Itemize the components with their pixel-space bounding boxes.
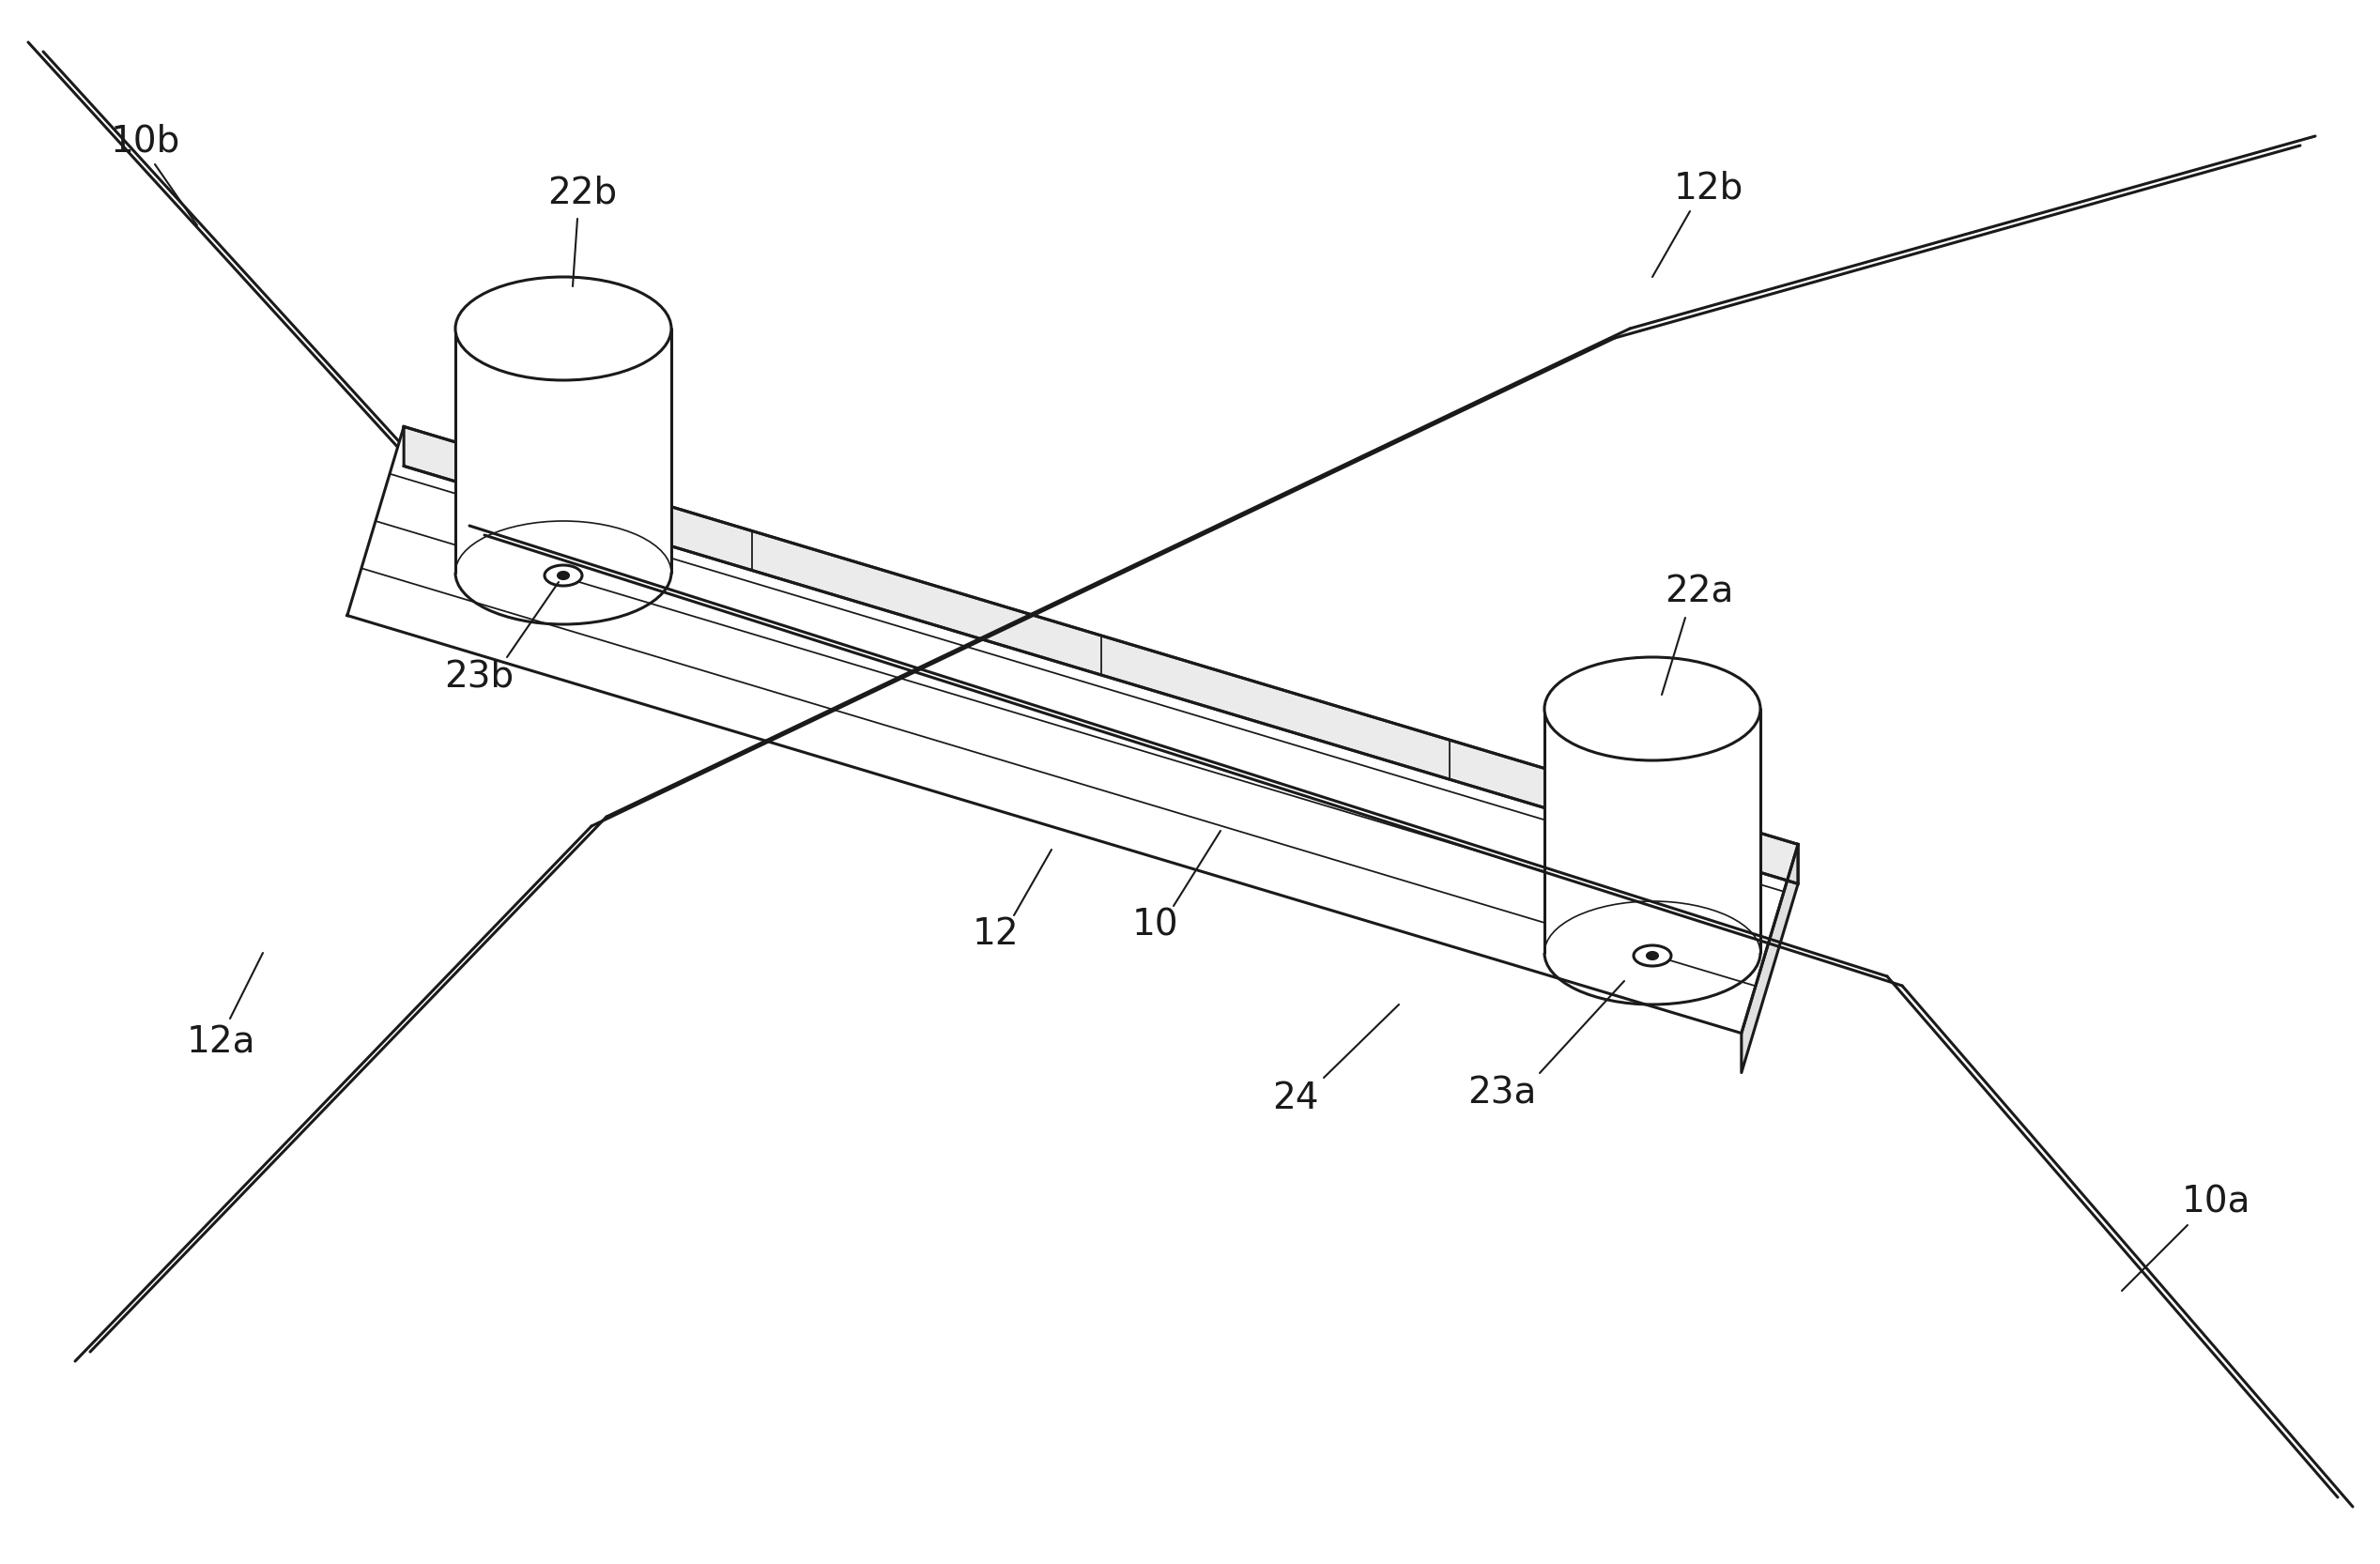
Text: 22b: 22b (547, 175, 616, 210)
Text: 23b: 23b (445, 658, 514, 694)
Text: 10: 10 (1130, 907, 1178, 943)
Text: 24: 24 (1273, 1081, 1319, 1117)
Ellipse shape (455, 277, 671, 380)
Ellipse shape (1545, 657, 1761, 760)
Ellipse shape (1633, 945, 1671, 967)
Polygon shape (405, 427, 1797, 884)
Text: 12b: 12b (1673, 170, 1745, 205)
Text: 22a: 22a (1666, 574, 1733, 610)
Polygon shape (455, 328, 671, 572)
Polygon shape (1742, 845, 1797, 1073)
Ellipse shape (557, 572, 569, 579)
Polygon shape (1545, 708, 1761, 952)
Text: 10a: 10a (2180, 1184, 2249, 1220)
Text: 10b: 10b (109, 124, 181, 158)
Ellipse shape (545, 565, 583, 586)
Text: 12a: 12a (186, 1024, 255, 1060)
Text: 23a: 23a (1468, 1076, 1537, 1112)
Text: 12: 12 (971, 917, 1019, 952)
Polygon shape (347, 427, 1797, 1034)
Ellipse shape (1647, 952, 1659, 959)
